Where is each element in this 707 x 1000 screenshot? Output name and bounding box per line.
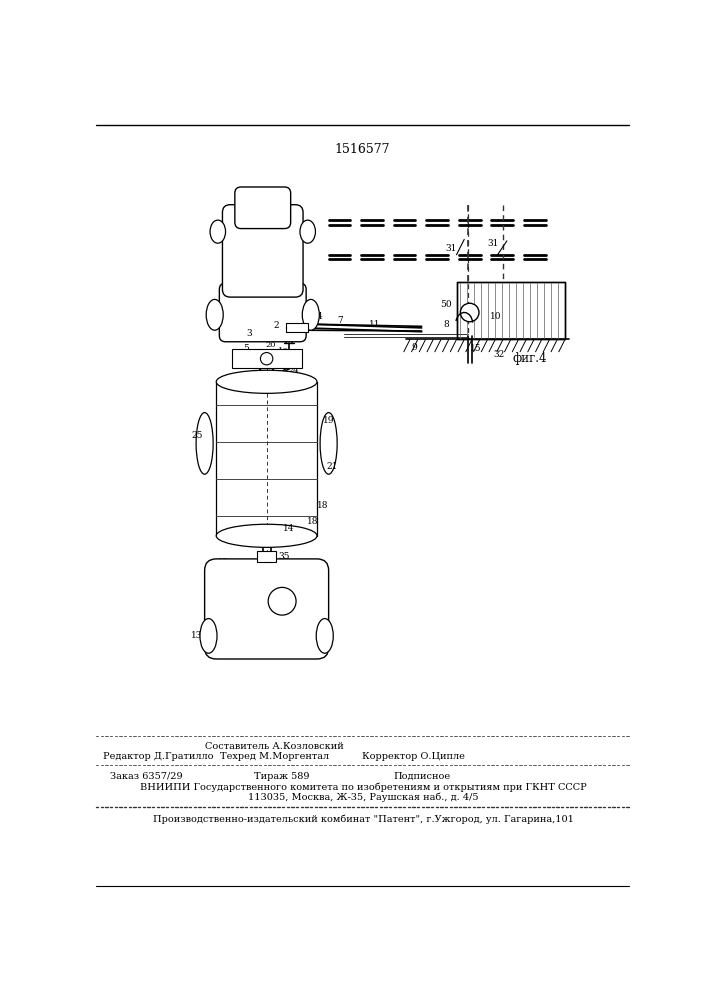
- FancyBboxPatch shape: [219, 283, 306, 342]
- Text: Подписное: Подписное: [393, 772, 450, 781]
- Bar: [286, 323, 308, 332]
- Ellipse shape: [316, 619, 333, 653]
- Text: 11: 11: [369, 320, 381, 329]
- Text: 31: 31: [487, 239, 498, 248]
- Text: 18: 18: [317, 500, 328, 510]
- Text: фиг.4: фиг.4: [513, 352, 547, 365]
- Text: 15: 15: [470, 344, 481, 353]
- Circle shape: [260, 353, 273, 365]
- Text: Редактор Д.Гратилло: Редактор Д.Гратилло: [103, 752, 214, 761]
- Text: 22: 22: [246, 351, 257, 359]
- Text: 18: 18: [308, 517, 319, 526]
- Text: 32: 32: [493, 350, 505, 359]
- Text: 3: 3: [246, 329, 252, 338]
- Text: 24: 24: [288, 366, 299, 374]
- Text: 14: 14: [283, 524, 294, 533]
- Text: ВНИИПИ Государственного комитета по изобретениям и открытиям при ГКНТ СССР: ВНИИПИ Государственного комитета по изоб…: [140, 782, 587, 792]
- Text: 10: 10: [489, 312, 501, 321]
- Ellipse shape: [206, 299, 223, 330]
- Text: 20: 20: [265, 341, 276, 349]
- Text: 25: 25: [191, 431, 203, 440]
- Ellipse shape: [200, 619, 217, 653]
- Text: 8: 8: [443, 320, 450, 329]
- FancyBboxPatch shape: [223, 205, 303, 297]
- Text: Корректор О.Ципле: Корректор О.Ципле: [363, 752, 465, 761]
- Text: 19: 19: [323, 416, 334, 425]
- Text: 9: 9: [411, 343, 416, 352]
- Text: Производственно-издательский комбинат "Патент", г.Ужгород, ул. Гагарина,101: Производственно-издательский комбинат "П…: [153, 814, 574, 824]
- Text: 17: 17: [235, 356, 247, 364]
- Text: 35: 35: [278, 552, 289, 561]
- Text: 2: 2: [274, 321, 279, 330]
- Text: 1516577: 1516577: [334, 143, 390, 156]
- Text: 6: 6: [235, 362, 241, 371]
- Text: 13: 13: [191, 631, 203, 640]
- FancyBboxPatch shape: [235, 187, 291, 229]
- Bar: [232, 349, 301, 368]
- Text: Составитель А.Козловский: Составитель А.Козловский: [205, 742, 344, 751]
- Text: 16: 16: [279, 347, 289, 355]
- Ellipse shape: [300, 220, 315, 243]
- Text: 7: 7: [337, 316, 343, 325]
- Ellipse shape: [303, 299, 320, 330]
- Ellipse shape: [320, 413, 337, 474]
- Text: 4: 4: [317, 312, 322, 321]
- Text: Заказ 6357/29: Заказ 6357/29: [110, 772, 183, 781]
- Text: 21: 21: [327, 462, 338, 471]
- Text: 12: 12: [218, 558, 230, 567]
- Text: 50: 50: [440, 300, 452, 309]
- Circle shape: [460, 303, 479, 322]
- Text: 31: 31: [445, 244, 457, 253]
- Ellipse shape: [210, 220, 226, 243]
- Bar: [257, 551, 276, 562]
- Ellipse shape: [216, 524, 317, 547]
- Text: 5: 5: [243, 344, 249, 353]
- Ellipse shape: [216, 370, 317, 393]
- Text: Тираж 589: Тираж 589: [255, 772, 310, 781]
- Text: 113035, Москва, Ж-35, Раушская наб., д. 4/5: 113035, Москва, Ж-35, Раушская наб., д. …: [248, 793, 479, 802]
- Text: Техред М.Моргентал: Техред М.Моргентал: [220, 752, 329, 761]
- FancyBboxPatch shape: [204, 559, 329, 659]
- Bar: [457, 282, 565, 339]
- Ellipse shape: [196, 413, 213, 474]
